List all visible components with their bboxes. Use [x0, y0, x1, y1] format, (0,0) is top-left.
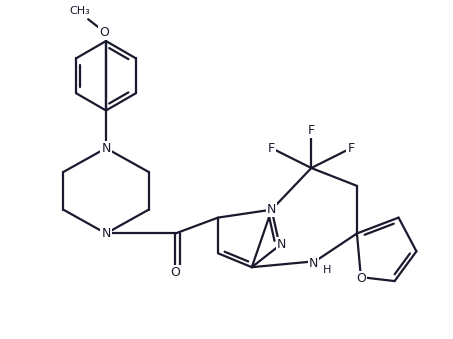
Text: N: N — [101, 227, 111, 240]
Text: O: O — [99, 26, 109, 39]
Text: N: N — [308, 257, 318, 270]
Text: O: O — [356, 272, 366, 285]
Text: N: N — [101, 142, 111, 155]
Text: CH₃: CH₃ — [70, 6, 91, 16]
Text: O: O — [170, 266, 180, 279]
Text: F: F — [268, 142, 275, 155]
Text: F: F — [347, 142, 355, 155]
Text: H: H — [323, 265, 332, 275]
Text: N: N — [277, 238, 286, 251]
Text: F: F — [308, 124, 315, 137]
Text: N: N — [267, 203, 276, 216]
